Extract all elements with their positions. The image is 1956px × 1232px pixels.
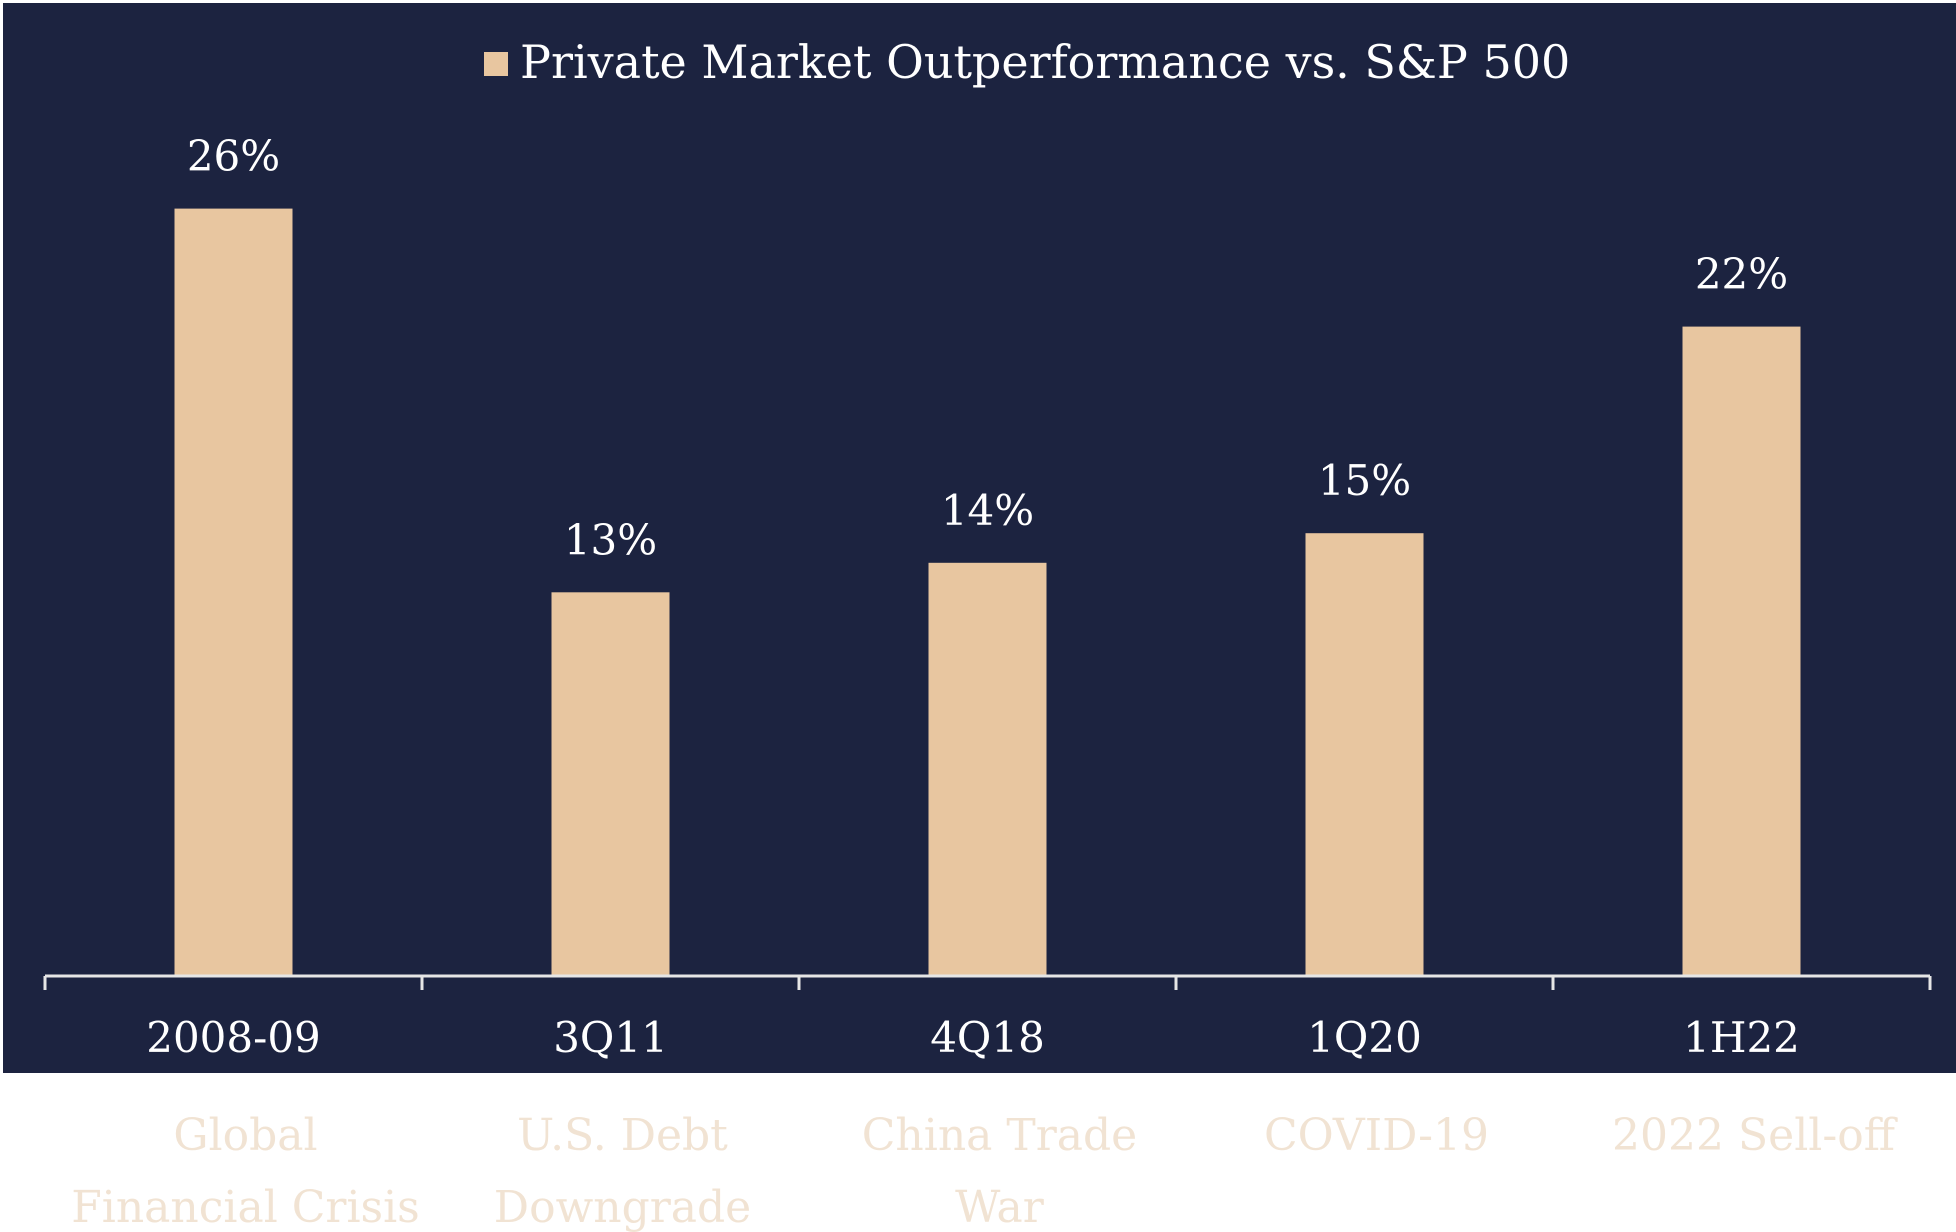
data-label: 26% [187,132,280,181]
event-label: U.S. Debt [517,1110,728,1161]
data-label: 15% [1318,456,1411,505]
bar-1H22 [1682,326,1801,977]
event-label: Global [173,1110,317,1161]
bar-3Q11 [551,592,670,976]
x-tick-label: 4Q18 [930,1013,1045,1062]
legend: Private Market Outperformance vs. S&P 50… [484,35,1570,89]
x-tick-label: 1Q20 [1307,1013,1422,1062]
legend-swatch [484,52,508,76]
data-labels: 26% 13% 14% 15% 22% [187,132,1788,565]
event-labels: Global Financial Crisis U.S. Debt Downgrade… [71,1110,1897,1232]
x-tick-labels: 2008-09 3Q11 4Q18 1Q20 1H22 [146,1013,1800,1062]
x-axis [43,974,1932,990]
data-label: 14% [941,486,1034,535]
bars [174,208,1801,977]
data-label: 13% [564,515,657,564]
bar-2008-09 [174,208,293,977]
x-tick-label: 1H22 [1683,1013,1800,1062]
data-label: 22% [1695,250,1788,299]
event-label: COVID-19 [1264,1110,1489,1161]
event-label: Financial Crisis [71,1182,420,1232]
event-label: War [955,1182,1045,1232]
bar-4Q18 [928,562,1047,976]
x-tick-label: 3Q11 [553,1013,668,1062]
legend-label: Private Market Outperformance vs. S&P 50… [520,35,1570,89]
event-label: China Trade [862,1110,1137,1161]
x-tick-label: 2008-09 [146,1013,321,1062]
event-label: Downgrade [494,1182,751,1232]
bar-1Q20 [1305,533,1424,976]
event-label: 2022 Sell-off [1612,1110,1898,1161]
